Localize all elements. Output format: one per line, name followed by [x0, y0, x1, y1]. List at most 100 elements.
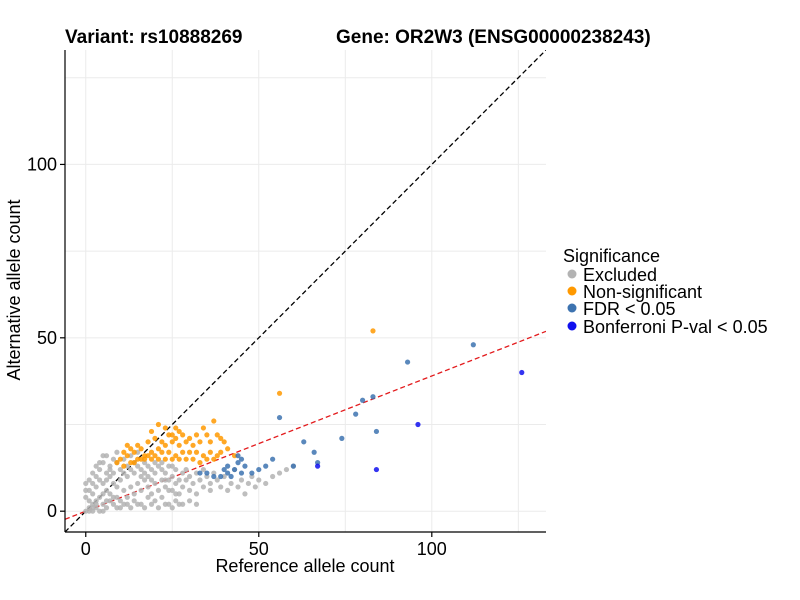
point-non-significant — [218, 435, 224, 441]
data-points — [83, 328, 525, 514]
point-excluded — [276, 470, 283, 476]
point-excluded — [110, 501, 117, 507]
point-non-significant — [169, 456, 175, 462]
point-excluded — [180, 470, 186, 476]
legend-item-non-significant: Non-significant — [567, 282, 702, 302]
legend-marker-bonferroni — [567, 321, 577, 331]
point-excluded — [169, 463, 175, 469]
point-excluded — [100, 508, 106, 514]
point-excluded — [214, 477, 220, 483]
point-non-significant — [183, 456, 189, 462]
point-non-significant — [162, 442, 168, 448]
point-excluded — [107, 466, 113, 473]
point-excluded — [193, 491, 200, 497]
point-excluded — [162, 477, 168, 483]
point-excluded — [176, 477, 182, 483]
point-excluded — [107, 491, 113, 497]
point-excluded — [155, 487, 162, 493]
point-bonferroni-p-val-0-05 — [415, 421, 421, 428]
point-excluded — [173, 466, 179, 473]
point-excluded — [197, 477, 203, 483]
point-excluded — [117, 466, 123, 473]
point-excluded — [152, 470, 158, 476]
point-excluded — [207, 480, 213, 487]
point-fdr-0-05 — [370, 394, 376, 400]
point-excluded — [103, 470, 110, 476]
point-excluded — [114, 484, 120, 490]
x-axis-title: Reference allele count — [215, 556, 394, 576]
point-excluded — [263, 480, 269, 487]
point-excluded — [159, 460, 165, 466]
point-non-significant — [197, 460, 203, 466]
point-excluded — [200, 484, 207, 490]
y-axis-title: Alternative allele count — [4, 199, 24, 380]
point-fdr-0-05 — [339, 435, 345, 441]
point-excluded — [131, 498, 137, 504]
point-non-significant — [207, 449, 213, 455]
point-fdr-0-05 — [249, 470, 255, 476]
point-non-significant — [225, 446, 231, 452]
point-excluded — [245, 480, 252, 487]
point-fdr-0-05 — [238, 456, 245, 462]
point-non-significant — [121, 449, 127, 455]
point-non-significant — [148, 428, 155, 435]
point-excluded — [90, 491, 96, 497]
point-fdr-0-05 — [221, 466, 227, 473]
x-tick-label: 0 — [81, 539, 91, 559]
point-fdr-0-05 — [353, 411, 359, 417]
point-excluded — [124, 494, 130, 500]
point-excluded — [180, 484, 186, 490]
point-excluded — [186, 487, 193, 493]
point-excluded — [200, 466, 207, 473]
point-non-significant — [155, 446, 162, 452]
point-non-significant — [135, 442, 141, 448]
legend-label-bonferroni: Bonferroni P-val < 0.05 — [583, 317, 768, 337]
point-non-significant — [211, 456, 217, 462]
point-excluded — [186, 498, 193, 504]
reference-line — [65, 330, 546, 520]
point-fdr-0-05 — [470, 342, 476, 348]
point-excluded — [93, 463, 99, 469]
point-excluded — [145, 463, 151, 469]
point-excluded — [93, 484, 99, 490]
point-excluded — [97, 460, 103, 466]
point-non-significant — [193, 432, 200, 438]
y-tick-label: 100 — [27, 154, 57, 174]
point-excluded — [169, 473, 175, 480]
point-bonferroni-p-val-0-05 — [519, 369, 525, 376]
legend-label-excluded: Excluded — [583, 265, 657, 285]
point-fdr-0-05 — [228, 473, 234, 480]
point-non-significant — [159, 439, 165, 445]
point-excluded — [173, 498, 179, 504]
point-excluded — [107, 473, 113, 480]
point-excluded — [148, 501, 155, 507]
point-non-significant — [152, 435, 158, 441]
point-excluded — [128, 505, 134, 511]
point-fdr-0-05 — [242, 463, 248, 469]
point-non-significant — [370, 328, 376, 334]
point-excluded — [190, 480, 196, 487]
point-excluded — [93, 473, 99, 480]
point-non-significant — [218, 449, 224, 455]
point-non-significant — [173, 425, 179, 431]
point-excluded — [162, 501, 168, 507]
point-non-significant — [128, 460, 134, 466]
point-fdr-0-05 — [404, 359, 411, 365]
point-non-significant — [141, 456, 148, 462]
point-non-significant — [162, 456, 168, 462]
point-excluded — [166, 487, 172, 493]
point-excluded — [97, 477, 103, 483]
point-excluded — [148, 491, 155, 497]
point-excluded — [152, 498, 158, 504]
point-excluded — [135, 501, 141, 507]
point-excluded — [110, 494, 117, 500]
point-fdr-0-05 — [290, 463, 296, 469]
point-non-significant — [173, 435, 179, 441]
point-excluded — [183, 477, 189, 483]
point-excluded — [86, 498, 92, 504]
point-non-significant — [207, 439, 213, 445]
point-excluded — [242, 491, 248, 497]
point-excluded — [141, 477, 148, 483]
point-non-significant — [148, 449, 155, 455]
